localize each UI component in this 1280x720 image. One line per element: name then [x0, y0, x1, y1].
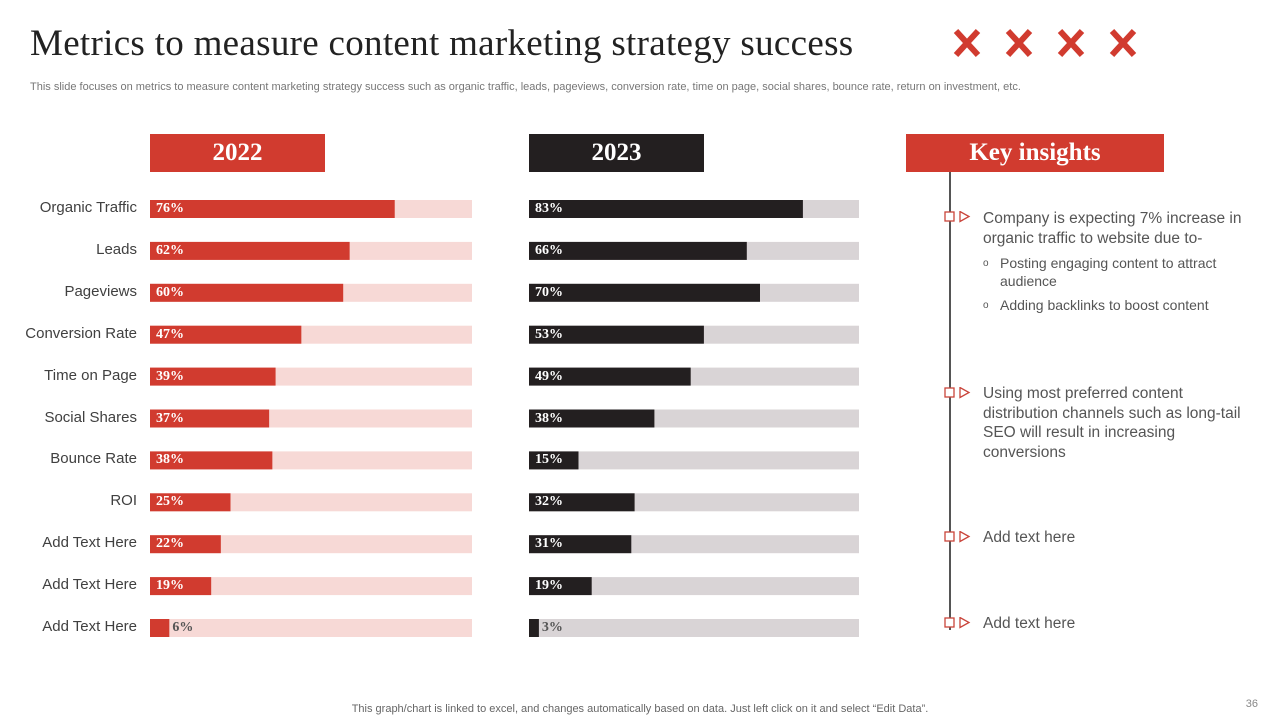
page-number: 36: [1245, 698, 1258, 710]
value-label: 31%: [535, 536, 563, 552]
insight-text: Add text here: [983, 615, 1076, 632]
bar-2023: [529, 325, 704, 344]
insight-item: Add text here: [983, 528, 1258, 548]
category-label: Leads: [96, 240, 137, 258]
value-label: 38%: [156, 452, 184, 468]
category-label: Pageviews: [64, 282, 137, 300]
bar-track: [150, 577, 472, 596]
bar-2023: [529, 577, 592, 596]
value-label: 76%: [156, 201, 184, 216]
bullet-circle-icon: o: [983, 258, 989, 269]
year-header-2023: 2023: [529, 134, 704, 172]
value-label: 38%: [535, 410, 563, 426]
bar-2022: [150, 451, 273, 470]
sub-bullet-item: o Posting engaging content to attract aud…: [983, 254, 1258, 290]
sub-bullet-text: Posting engaging content to attract audi…: [1000, 255, 1217, 289]
insight-text: Add text here: [983, 529, 1076, 546]
value-label: 47%: [156, 326, 184, 342]
bar-2023: [529, 367, 691, 386]
value-label: 70%: [535, 284, 563, 300]
value-label: 62%: [156, 242, 184, 258]
bar-track: [150, 619, 472, 637]
insight-marker-icon: [944, 617, 971, 629]
cross-icon: [1109, 28, 1137, 58]
value-label: 19%: [156, 578, 184, 594]
category-label: ROI: [110, 492, 137, 510]
insight-item: Company is expecting 7% increase in orga…: [983, 209, 1258, 320]
category-label: Time on Page: [44, 366, 137, 384]
bar-2022: [150, 535, 221, 554]
bar-2023: [529, 535, 632, 554]
insight-sub-bullets: o Posting engaging content to attract aud…: [983, 254, 1258, 314]
cross-icon: [1005, 28, 1033, 58]
category-label: Add Text Here: [42, 618, 137, 635]
category-label: Organic Traffic: [39, 199, 137, 216]
category-label: Add Text Here: [42, 534, 137, 552]
value-label: 6%: [172, 620, 194, 635]
insight-item: Add text here: [983, 614, 1258, 634]
slide-title: Metrics to measure content marketing str…: [30, 23, 854, 64]
insights-timeline: [949, 172, 951, 630]
bar-2022: [150, 325, 302, 344]
bar-2022: [150, 619, 170, 637]
value-label: 37%: [156, 410, 184, 426]
bar-2023: [529, 409, 655, 428]
cross-icon: [953, 28, 981, 58]
insight-marker-icon: [944, 387, 971, 399]
insight-item: Using most preferred content distributio…: [983, 384, 1258, 462]
year-header-2022: 2022: [150, 134, 325, 172]
bar-track: [529, 451, 859, 470]
bar-2022: [150, 283, 344, 302]
cross-icon: [1057, 28, 1085, 58]
category-label: Social Shares: [44, 408, 137, 426]
bar-2022: [150, 200, 395, 218]
value-label: 25%: [156, 494, 184, 510]
bar-2022: [150, 367, 276, 386]
bar-2022: [150, 409, 270, 428]
bar-track: [529, 619, 859, 637]
insight-text: Using most preferred content distributio…: [983, 385, 1241, 461]
bar-2023: [529, 283, 760, 302]
value-label: 60%: [156, 284, 184, 300]
value-label: 53%: [535, 326, 563, 342]
value-label: 3%: [541, 620, 563, 635]
bar-2023: [529, 241, 747, 260]
value-label: 19%: [535, 578, 563, 594]
category-label: Add Text Here: [42, 576, 137, 594]
bar-2022: [150, 241, 350, 260]
value-label: 83%: [535, 201, 563, 216]
bar-chart: [150, 200, 859, 637]
insight-marker-icon: [944, 211, 971, 223]
value-label: 32%: [535, 494, 563, 510]
footer-note: This graph/chart is linked to excel, and…: [351, 703, 929, 715]
bullet-circle-icon: o: [983, 300, 989, 311]
bar-2023: [529, 200, 803, 218]
category-label: Bounce Rate: [50, 450, 137, 468]
bar-2022: [150, 493, 231, 512]
insight-marker-icon: [944, 531, 971, 543]
value-label: 49%: [535, 368, 563, 384]
slide-subtitle: This slide focuses on metrics to measure…: [30, 81, 1021, 93]
value-label: 15%: [535, 452, 563, 468]
insight-text: Company is expecting 7% increase in orga…: [983, 210, 1242, 247]
sub-bullet-text: Adding backlinks to boost content: [1000, 297, 1209, 313]
value-label: 39%: [156, 368, 184, 384]
bar-2022: [150, 577, 212, 596]
bar-2023: [529, 619, 539, 637]
bar-track: [529, 577, 859, 596]
bar-track: [150, 535, 472, 554]
bar-2023: [529, 451, 579, 470]
sub-bullet-item: o Adding backlinks to boost content: [983, 296, 1258, 314]
value-label: 22%: [156, 536, 184, 552]
category-label: Conversion Rate: [25, 324, 137, 342]
value-label: 66%: [535, 242, 563, 258]
decorative-crosses: [952, 26, 1138, 60]
key-insights-heading: Key insights: [906, 134, 1164, 172]
bar-2023: [529, 493, 635, 512]
